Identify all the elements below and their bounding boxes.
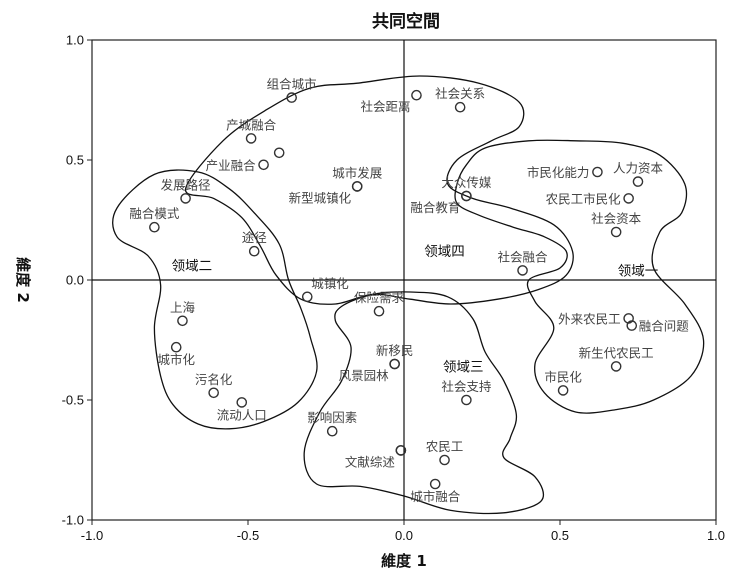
data-point <box>170 341 182 353</box>
data-point <box>623 313 634 324</box>
region-label-3: 领域三 <box>443 359 484 375</box>
y-tick-label: 0.0 <box>66 273 84 288</box>
point-label: 社会关系 <box>435 86 485 101</box>
data-point <box>454 101 466 113</box>
y-tick-label: -1.0 <box>62 513 84 528</box>
data-point <box>557 385 569 396</box>
data-point <box>592 166 603 178</box>
data-point <box>411 89 422 101</box>
data-point <box>439 454 450 466</box>
point-label: 组合城市 <box>267 77 317 92</box>
data-point <box>623 193 634 204</box>
x-axis-title: 維度 1 <box>381 552 427 570</box>
data-point <box>610 226 622 238</box>
point-label: 影响因素 <box>307 410 357 425</box>
point-label: 社会距离 <box>360 99 410 114</box>
point-label: 新移民 <box>376 343 414 358</box>
point-label: 污名化 <box>195 372 233 387</box>
x-tick-label: -1.0 <box>81 528 103 543</box>
y-axis-ticks: 1.0 0.5 0.0 -0.5 -1.0 <box>62 33 92 528</box>
point-label: 社会资本 <box>591 211 642 226</box>
region-outline-3 <box>303 291 545 515</box>
data-point <box>177 315 188 327</box>
point-label: 融合问题 <box>639 319 690 334</box>
point-label: 新生代农民工 <box>579 345 654 360</box>
point-label: 流动人口 <box>217 407 267 422</box>
point-label: 融合教育 <box>410 200 460 215</box>
data-point <box>517 265 528 276</box>
point-label: 大众传媒 <box>441 175 492 190</box>
point-label: 保险需求 <box>354 290 405 305</box>
data-point <box>273 147 285 159</box>
point-label: 城镇化 <box>311 276 349 291</box>
y-axis-title: 維度 2 <box>14 257 32 303</box>
point-label: 途径 <box>242 230 267 245</box>
x-tick-label: -0.5 <box>237 528 259 543</box>
point-label: 农民工市民化 <box>546 191 622 206</box>
data-point <box>429 478 441 490</box>
data-point <box>351 181 363 192</box>
point-label: 发展路径 <box>161 177 211 192</box>
data-point <box>236 397 248 408</box>
point-label: 风景园林 <box>339 368 390 383</box>
x-axis-ticks: -1.0 -0.5 0.0 0.5 1.0 <box>81 520 725 543</box>
data-point <box>326 425 338 437</box>
point-label: 市民化能力 <box>527 165 590 180</box>
data-point <box>395 445 407 456</box>
data-point <box>626 320 638 331</box>
data-point <box>258 159 269 171</box>
point-label: 外来农民工 <box>558 311 621 326</box>
point-label: 城市发展 <box>332 165 382 180</box>
region-outline-1 <box>454 139 705 414</box>
region-outline-4 <box>184 75 574 305</box>
point-label: 社会融合 <box>498 249 549 264</box>
y-tick-label: -0.5 <box>62 393 84 408</box>
data-point <box>301 291 313 303</box>
region-label-2: 领域二 <box>172 259 213 275</box>
reference-lines <box>92 40 716 520</box>
point-label: 城市化 <box>157 352 195 367</box>
point-label: 市民化 <box>544 369 582 384</box>
y-tick-label: 1.0 <box>66 33 84 48</box>
data-point <box>389 358 400 370</box>
point-label: 产业融合 <box>206 158 257 173</box>
data-point <box>149 221 160 233</box>
data-point <box>208 387 219 399</box>
point-label: 上海 <box>170 300 196 315</box>
point-label: 城市融合 <box>410 489 461 504</box>
point-label: 产城融合 <box>226 117 277 132</box>
data-point <box>248 245 260 257</box>
x-tick-label: 0.0 <box>395 528 413 543</box>
data-point <box>286 92 297 103</box>
chart-title: 共同空間 <box>372 11 440 32</box>
point-label: 融合模式 <box>129 206 180 221</box>
data-point <box>180 193 191 204</box>
data-point <box>610 361 622 372</box>
point-label: 新型城镇化 <box>289 190 352 205</box>
data-point <box>245 133 257 144</box>
region-label-4: 领域四 <box>424 244 465 260</box>
region-outline-2 <box>112 169 318 430</box>
point-label: 文献综述 <box>345 454 396 469</box>
y-tick-label: 0.5 <box>66 153 84 168</box>
data-point <box>632 176 644 187</box>
x-tick-label: 1.0 <box>707 528 725 543</box>
point-label: 人力资本 <box>613 161 664 176</box>
x-tick-label: 0.5 <box>551 528 569 543</box>
data-point <box>373 305 385 317</box>
data-point <box>461 190 472 202</box>
region-label-1: 领域一 <box>618 263 659 279</box>
point-label: 农民工 <box>426 439 464 454</box>
point-label: 社会支持 <box>441 379 491 394</box>
data-point <box>461 394 472 406</box>
